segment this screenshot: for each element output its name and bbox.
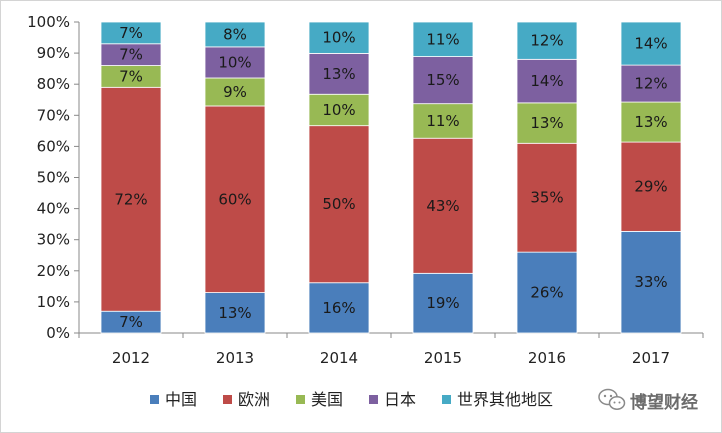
data-label: 10% <box>218 53 251 71</box>
bar-segment <box>308 125 370 284</box>
y-tick-label: 10% <box>37 293 70 311</box>
data-label: 11% <box>426 30 459 48</box>
x-tick-label: 2016 <box>528 349 566 367</box>
legend-swatch <box>296 395 305 404</box>
y-axis: 0% 10% 20% 30% 40% 50% 60% 70% 80% 90% 100% <box>27 13 80 342</box>
bar-segment <box>516 21 578 60</box>
data-label: 7% <box>119 313 143 331</box>
data-label: 50% <box>322 195 355 213</box>
data-label: 12% <box>530 32 563 50</box>
wechat-icon <box>598 388 626 410</box>
data-label: 43% <box>426 197 459 215</box>
legend-swatch <box>442 395 451 404</box>
bar-segment <box>100 21 162 45</box>
data-label: 14% <box>530 72 563 90</box>
bar-segment <box>620 230 682 334</box>
legend-label: 美国 <box>311 390 343 409</box>
bar-segment <box>620 101 682 143</box>
data-label: 16% <box>322 299 355 317</box>
data-label: 13% <box>530 114 563 132</box>
data-label: 7% <box>119 67 143 85</box>
bar-segment <box>308 282 370 334</box>
segment-labels: 7% 72% 7% 7% 7% 13% 60% 9% 10% 8% 16% 50% 10% 13% 10% 1… <box>114 24 667 331</box>
bar-segment <box>620 21 682 66</box>
data-label: 13% <box>218 304 251 322</box>
x-tick-label: 2013 <box>216 349 254 367</box>
data-label: 60% <box>218 190 251 208</box>
data-label: 7% <box>119 46 143 64</box>
bar-segment <box>204 77 266 107</box>
x-tick-label: 2014 <box>320 349 358 367</box>
bar-segment <box>308 93 370 127</box>
legend-label: 世界其他地区 <box>457 390 553 409</box>
y-tick-label: 90% <box>37 44 70 62</box>
legend: 中国 欧洲 美国 日本 世界其他地区 <box>150 390 553 409</box>
y-tick-label: 50% <box>37 169 70 187</box>
bar-segment <box>516 102 578 144</box>
y-tick-label: 70% <box>37 106 70 124</box>
bar-segment <box>412 103 474 139</box>
data-label: 14% <box>634 35 667 53</box>
x-axis: 2012 2013 2014 2015 2016 2017 <box>78 332 704 367</box>
legend-swatch <box>150 395 159 404</box>
data-label: 33% <box>634 273 667 291</box>
bar-segment <box>412 56 474 105</box>
x-tick-label: 2015 <box>424 349 462 367</box>
bar-segment <box>100 86 162 312</box>
bar-segment <box>620 64 682 103</box>
y-tick-label: 40% <box>37 200 70 218</box>
y-tick-label: 100% <box>27 13 70 31</box>
data-label: 13% <box>322 65 355 83</box>
legend-label: 欧洲 <box>238 390 270 409</box>
bar-segment <box>204 105 266 293</box>
x-tick-label: 2012 <box>112 349 150 367</box>
data-label: 13% <box>634 113 667 131</box>
data-label: 9% <box>223 83 247 101</box>
bar-segment <box>412 21 474 57</box>
data-label: 35% <box>530 189 563 207</box>
data-label: 29% <box>634 178 667 196</box>
y-tick-label: 0% <box>46 324 70 342</box>
bar-segment <box>204 292 266 334</box>
data-label: 26% <box>530 284 563 302</box>
bar-segment <box>412 137 474 274</box>
data-label: 7% <box>119 24 143 42</box>
data-label: 11% <box>426 112 459 130</box>
data-label: 15% <box>426 71 459 89</box>
bar-segment <box>516 142 578 253</box>
data-label: 72% <box>114 190 147 208</box>
bar-segment <box>308 21 370 54</box>
y-tick-label: 80% <box>37 75 70 93</box>
legend-label: 日本 <box>384 390 416 409</box>
bar-segment <box>204 21 266 48</box>
data-label: 19% <box>426 294 459 312</box>
bars <box>100 21 682 334</box>
bar-segment <box>620 141 682 232</box>
x-tick-label: 2017 <box>632 349 670 367</box>
bar-segment <box>412 272 474 334</box>
watermark-text: 博望财经 <box>630 392 698 413</box>
legend-swatch <box>369 395 378 404</box>
data-label: 8% <box>223 25 247 43</box>
y-tick-label: 30% <box>37 231 70 249</box>
watermark: 博望财经 <box>598 388 698 413</box>
data-label: 10% <box>322 101 355 119</box>
y-tick-label: 20% <box>37 262 70 280</box>
legend-label: 中国 <box>165 390 197 409</box>
y-tick-label: 60% <box>37 137 70 155</box>
bar-segment <box>308 53 370 95</box>
data-label: 12% <box>634 75 667 93</box>
data-label: 10% <box>322 29 355 47</box>
legend-swatch <box>223 395 232 404</box>
